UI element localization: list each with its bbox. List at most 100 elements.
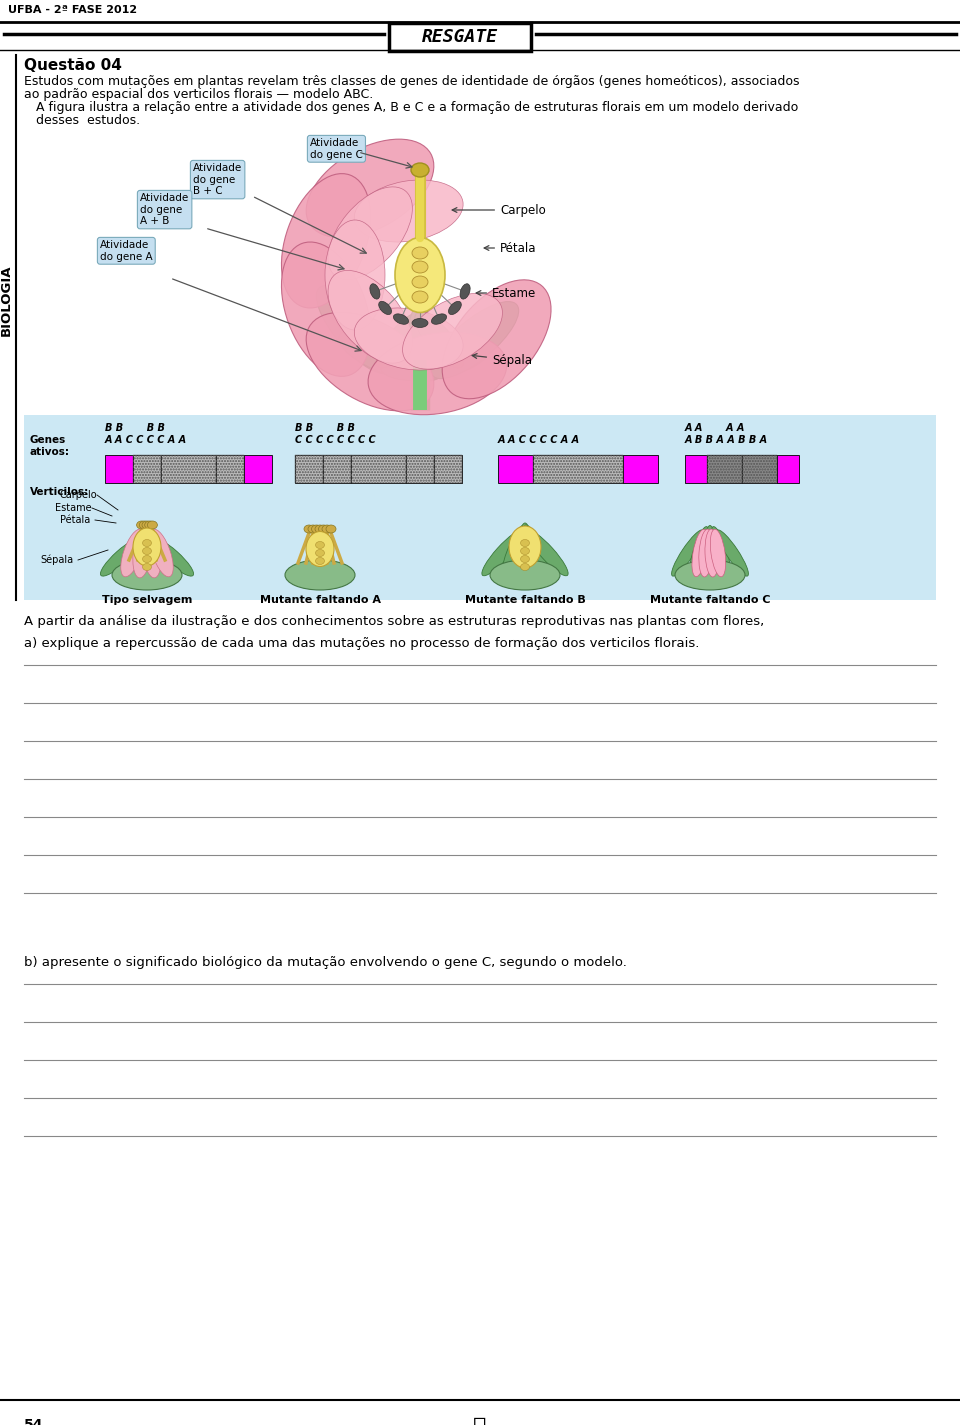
Ellipse shape [285,560,355,590]
Bar [323,455,351,483]
Ellipse shape [354,308,463,370]
Ellipse shape [306,312,434,410]
Ellipse shape [368,332,507,415]
Ellipse shape [412,261,428,274]
Ellipse shape [142,540,152,547]
Ellipse shape [460,284,470,299]
Ellipse shape [412,247,428,259]
Ellipse shape [142,563,152,570]
Ellipse shape [520,556,530,563]
Ellipse shape [139,522,150,529]
Ellipse shape [319,524,328,533]
Ellipse shape [501,524,526,581]
Text: Carpelo: Carpelo [452,204,545,217]
Ellipse shape [692,529,708,577]
Text: Mutante faltando A: Mutante faltando A [259,596,380,606]
Ellipse shape [315,524,325,533]
Text: Mutante faltando B: Mutante faltando B [465,596,586,606]
Text: Estame: Estame [476,286,537,299]
Bar [498,455,533,483]
Ellipse shape [112,560,182,590]
Bar [434,455,462,483]
Ellipse shape [699,529,713,577]
Ellipse shape [394,314,409,325]
Text: BIOLOGIA: BIOLOGIA [0,264,12,336]
Bar [161,455,216,483]
Text: UFBA - 2ª FASE 2012: UFBA - 2ª FASE 2012 [8,6,137,16]
Bar [105,455,133,483]
Ellipse shape [527,530,568,576]
Ellipse shape [304,524,314,533]
Text: A B B A A B B A: A B B A A B B A [685,435,768,445]
Text: b) apresente o significado biológico da mutação envolvendo o gene C, segundo o m: b) apresente o significado biológico da … [24,956,627,969]
Text: ℛ: ℛ [473,1416,487,1425]
Bar [406,455,434,483]
Text: A A C C C C A A: A A C C C C A A [498,435,580,445]
Ellipse shape [316,550,324,557]
Ellipse shape [710,529,726,577]
Ellipse shape [431,314,446,325]
Ellipse shape [339,328,444,382]
Ellipse shape [152,537,194,576]
Ellipse shape [316,557,324,564]
Bar [406,455,434,483]
Ellipse shape [308,524,318,533]
Bar [24,415,936,600]
Bar [685,455,707,483]
Text: Estame: Estame [55,503,91,513]
Bar [216,455,244,483]
Bar [351,455,406,483]
Ellipse shape [509,526,541,569]
Ellipse shape [311,524,322,533]
Ellipse shape [711,527,731,580]
Bar [161,455,216,483]
Ellipse shape [328,271,413,363]
Ellipse shape [133,529,161,566]
Text: C C C C C C C C: C C C C C C C C [295,435,375,445]
Ellipse shape [402,294,502,369]
Text: B B       B B: B B B B [295,423,355,433]
Ellipse shape [142,556,152,563]
Ellipse shape [281,174,371,308]
Text: Verticilos:: Verticilos: [30,487,89,497]
Ellipse shape [142,522,152,529]
Ellipse shape [412,319,428,328]
FancyBboxPatch shape [389,23,531,51]
Ellipse shape [132,529,152,579]
Text: Pétala: Pétala [60,514,90,524]
Bar [295,455,323,483]
Ellipse shape [142,529,161,579]
Text: Mutante faltando C: Mutante faltando C [650,596,770,606]
Ellipse shape [380,336,489,380]
Ellipse shape [415,312,464,368]
Ellipse shape [675,560,745,590]
Bar [707,455,742,483]
Ellipse shape [378,301,392,315]
Ellipse shape [443,279,551,399]
Text: A figura ilustra a relação entre a atividade dos genes A, B e C e a formação de : A figura ilustra a relação entre a ativi… [36,101,799,114]
Ellipse shape [121,532,147,583]
Text: Estudos com mutações em plantas revelam três classes de genes de identidade de ó: Estudos com mutações em plantas revelam … [24,76,800,88]
Ellipse shape [395,238,445,312]
Ellipse shape [306,532,334,567]
Ellipse shape [148,522,157,529]
Ellipse shape [322,524,332,533]
Text: A A C C C C A A: A A C C C C A A [105,435,187,445]
Ellipse shape [142,547,152,554]
Bar [742,455,777,483]
Ellipse shape [325,219,385,331]
Text: Sépala: Sépala [40,554,73,566]
Text: Genes
ativos:: Genes ativos: [30,435,70,456]
Text: Tipo selvagem: Tipo selvagem [102,596,192,606]
Ellipse shape [370,284,380,299]
Text: RESGATE: RESGATE [422,28,498,46]
Bar [533,455,623,483]
Bar [295,455,323,483]
Ellipse shape [317,285,394,373]
Ellipse shape [672,530,704,576]
Ellipse shape [316,542,324,549]
Text: A partir da análise da ilustração e dos conhecimentos sobre as estruturas reprod: A partir da análise da ilustração e dos … [24,616,764,628]
Bar [533,455,623,483]
Ellipse shape [705,529,719,577]
Ellipse shape [431,302,518,379]
